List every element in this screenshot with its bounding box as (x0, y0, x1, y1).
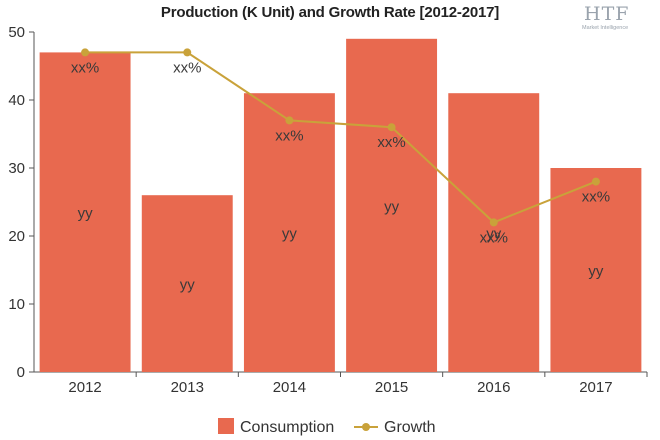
logo-subtext: Market Intelligence (582, 25, 629, 31)
bar-data-label: yy (486, 226, 502, 243)
growth-point-2017 (591, 177, 600, 186)
growth-point-2016 (489, 218, 498, 227)
chart-title: Production (K Unit) and Growth Rate [201… (160, 4, 500, 21)
y-tick-label: 40 (8, 92, 25, 109)
x-tick-label: 2016 (477, 379, 510, 396)
growth-data-label: xx% (377, 134, 405, 151)
x-tick-label: 2015 (375, 379, 408, 396)
growth-data-label: xx% (275, 127, 303, 144)
legend-marker-growth (362, 423, 370, 431)
legend-label-growth: Growth (384, 419, 436, 436)
bar-2017 (550, 168, 642, 372)
legend-label-consumption: Consumption (240, 419, 334, 436)
y-tick-label: 30 (8, 160, 25, 177)
x-tick-label: 2014 (273, 379, 306, 396)
bar-2013 (141, 195, 233, 372)
growth-data-label: xx% (71, 59, 99, 76)
bar-data-label: yy (180, 277, 196, 294)
brand-logo: HTF Market Intelligence (580, 3, 650, 33)
growth-data-label: xx% (480, 229, 508, 246)
logo-text: HTF (584, 3, 630, 25)
growth-data-label: xx% (582, 189, 610, 206)
bar-data-label: yy (282, 226, 298, 243)
bar-2015 (346, 38, 438, 373)
growth-point-2014 (285, 116, 294, 125)
bar-data-label: yy (588, 263, 604, 280)
y-tick-label: 20 (8, 228, 25, 245)
bar-2012 (39, 52, 131, 373)
y-tick-label: 0 (17, 364, 25, 381)
x-tick-label: 2012 (68, 379, 101, 396)
y-tick-label: 10 (8, 296, 25, 313)
x-tick-label: 2017 (579, 379, 612, 396)
growth-point-2012 (81, 48, 90, 57)
y-tick-label: 50 (8, 24, 25, 41)
bar-data-label: yy (78, 205, 94, 222)
legend-swatch-consumption (218, 418, 234, 434)
growth-point-2013 (183, 48, 192, 57)
bar-data-label: yy (384, 198, 400, 215)
growth-point-2015 (387, 123, 396, 132)
x-tick-label: 2013 (171, 379, 204, 396)
growth-line (85, 51, 597, 224)
growth-data-label: xx% (173, 59, 201, 76)
bar-2016 (448, 93, 540, 372)
bar-2014 (243, 93, 335, 372)
